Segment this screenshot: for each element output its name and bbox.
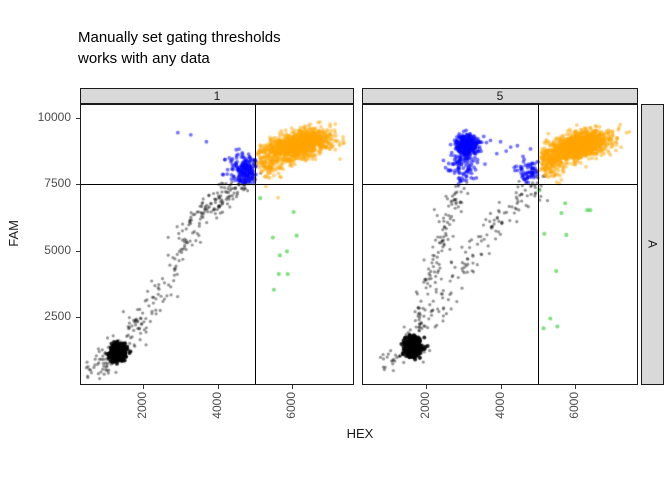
x-tick-label-2000: 2000 <box>418 392 432 419</box>
x-tick-label-6000: 6000 <box>284 392 298 419</box>
scatter-points-group-5 <box>363 105 637 384</box>
y-tick-mark-10000 <box>76 118 80 119</box>
facet-strip-group-5-label: 5 <box>496 89 504 103</box>
fam-threshold-line-group-1 <box>81 184 353 185</box>
scatter-points-group-1 <box>81 105 353 384</box>
x-tick-mark-6000 <box>292 385 293 389</box>
y-tick-label-7500: 7500 <box>44 176 71 190</box>
y-tick-label-10000: 10000 <box>37 110 71 124</box>
x-tick-mark-2000 <box>426 385 427 389</box>
scatter-panel-group-1 <box>80 104 354 385</box>
facet-strip-row-a-label: A <box>645 240 660 249</box>
facet-strip-row-a: A <box>641 104 664 385</box>
hex-threshold-line-group-5 <box>538 105 539 384</box>
x-tick-label-6000: 6000 <box>567 392 581 419</box>
facet-strip-group-1: 1 <box>80 88 354 104</box>
y-tick-label-2500: 2500 <box>44 309 71 323</box>
x-tick-mark-6000 <box>575 385 576 389</box>
fam-threshold-line-group-5 <box>363 184 637 185</box>
x-tick-label-4000: 4000 <box>493 392 507 419</box>
y-axis-title: FAM <box>6 220 21 247</box>
hex-threshold-line-group-1 <box>255 105 256 384</box>
y-tick-mark-5000 <box>76 251 80 252</box>
facet-strip-group-1-label: 1 <box>213 89 221 103</box>
x-tick-label-4000: 4000 <box>210 392 224 419</box>
facet-strip-group-5: 5 <box>362 88 638 104</box>
y-tick-label-5000: 5000 <box>44 243 71 257</box>
x-tick-mark-4000 <box>501 385 502 389</box>
y-tick-mark-7500 <box>76 184 80 185</box>
x-axis-title: HEX <box>346 426 374 441</box>
plot-title: Manually set gating thresholds works wit… <box>78 29 281 68</box>
y-tick-mark-2500 <box>76 317 80 318</box>
x-tick-mark-2000 <box>143 385 144 389</box>
x-tick-mark-4000 <box>218 385 219 389</box>
scatter-panel-group-5 <box>362 104 638 385</box>
x-tick-label-2000: 2000 <box>135 392 149 419</box>
